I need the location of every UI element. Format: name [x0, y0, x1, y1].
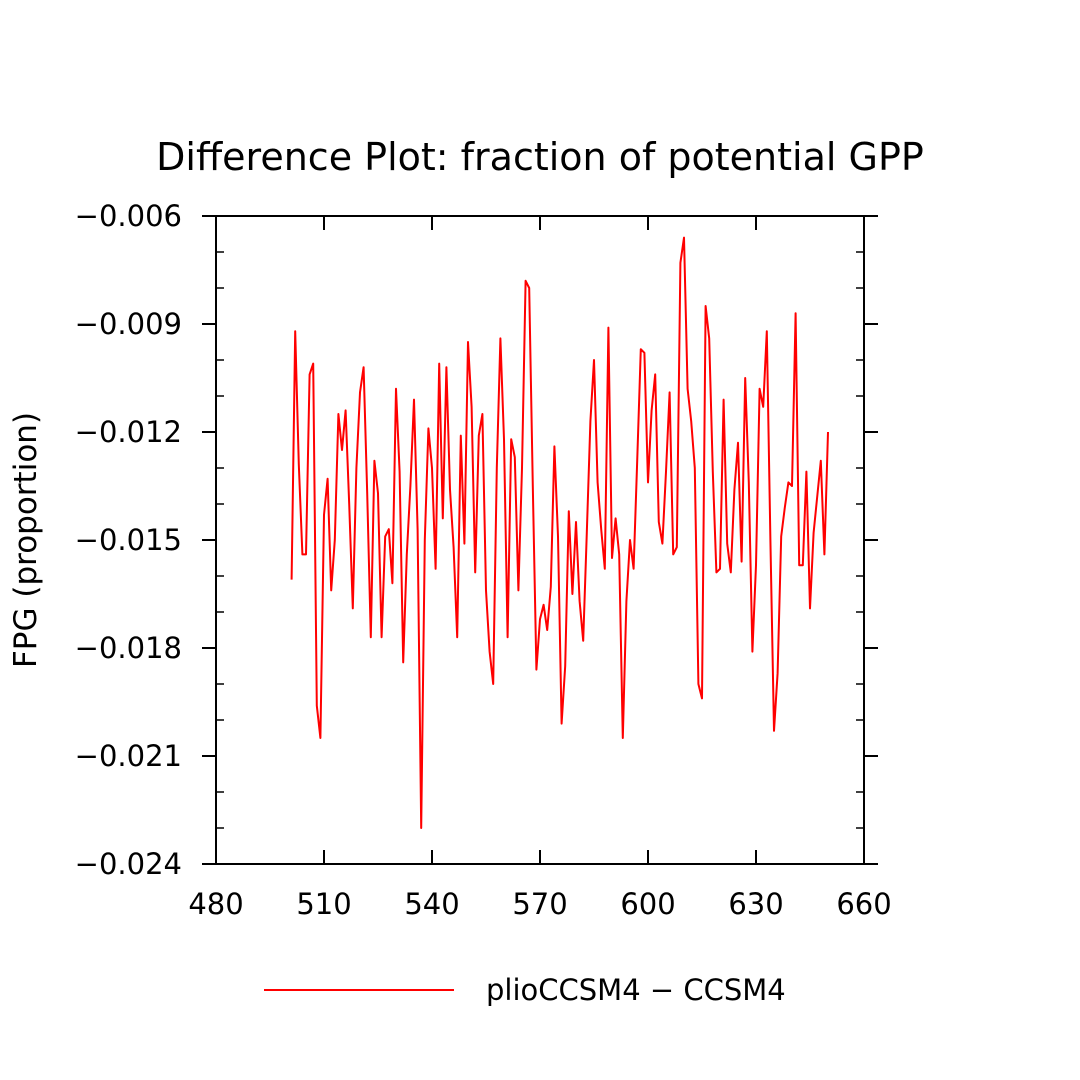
- y-tick-label: −0.012: [75, 415, 182, 449]
- x-tick-label: 660: [836, 887, 891, 921]
- y-axis-label: FPG (proportion): [8, 412, 44, 668]
- x-tick-label: 480: [188, 887, 243, 921]
- x-tick-label: 600: [620, 887, 675, 921]
- x-tick-label: 540: [404, 887, 459, 921]
- y-tick-label: −0.018: [75, 631, 182, 665]
- ticks: 480 510 540 570 600 630 660 −0.024 −0.021 −0.018 −…: [75, 199, 892, 921]
- y-tick-label: −0.024: [75, 847, 182, 881]
- legend-label: plioCCSM4 − CCSM4: [486, 973, 786, 1007]
- x-tick-label: 510: [296, 887, 351, 921]
- legend: plioCCSM4 − CCSM4: [264, 973, 786, 1007]
- x-tick-label: 630: [728, 887, 783, 921]
- series-line: [290, 236, 829, 829]
- y-tick-label: −0.015: [75, 523, 182, 557]
- plot-area: 480 510 540 570 600 630 660 −0.024 −0.021 −0.018 −…: [75, 199, 892, 921]
- y-tick-label: −0.009: [75, 307, 182, 341]
- series-group: [290, 236, 829, 829]
- x-tick-label: 570: [512, 887, 567, 921]
- y-tick-label: −0.021: [75, 739, 182, 773]
- chart-title: Difference Plot: fraction of potential G…: [156, 135, 924, 179]
- y-tick-label: −0.006: [75, 199, 182, 233]
